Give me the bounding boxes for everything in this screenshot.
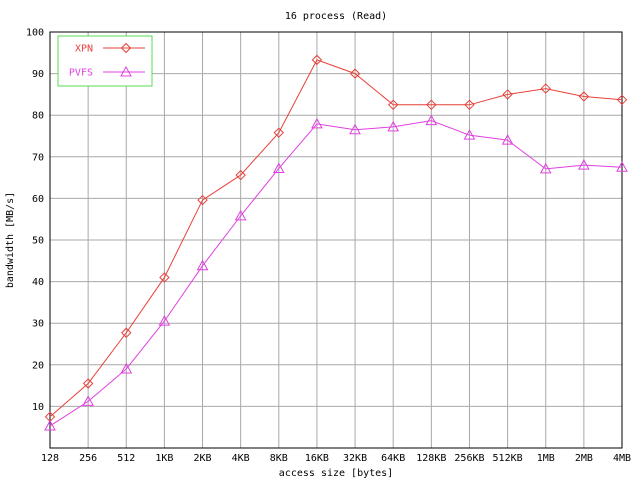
y-tick-label: 50 (32, 236, 44, 247)
y-tick-label: 40 (32, 277, 44, 288)
grid-lines (49, 31, 623, 448)
x-tick-label: 4MB (613, 453, 631, 464)
data-point-xpn (616, 94, 628, 106)
data-point-xpn (82, 378, 94, 389)
legend-marker-pvfs (120, 65, 132, 77)
data-point-xpn (502, 89, 513, 100)
data-point-pvfs (82, 395, 94, 406)
x-tick-label: 512 (117, 453, 135, 464)
y-tick-label: 20 (32, 360, 44, 371)
data-point-xpn (464, 99, 475, 111)
data-point-xpn (578, 91, 590, 102)
x-tick-label: 64KB (381, 453, 405, 464)
data-point-pvfs (196, 259, 209, 271)
data-point-pvfs (44, 419, 56, 431)
data-point-xpn (121, 327, 132, 338)
series-line-xpn (49, 59, 623, 418)
data-point-pvfs (425, 114, 438, 126)
data-point-xpn (159, 272, 170, 283)
y-tick-label: 90 (32, 69, 44, 80)
series-layer (44, 54, 628, 431)
y-axis-label: bandwidth [MB/s] (5, 192, 16, 288)
data-point-xpn (311, 54, 323, 66)
x-axis-label: access size [bytes] (279, 468, 393, 479)
data-point-pvfs (616, 161, 628, 172)
x-tick-label: 1MB (537, 453, 555, 464)
data-point-pvfs (387, 120, 400, 132)
data-point-pvfs (349, 123, 361, 135)
x-tick-label: 2MB (575, 453, 593, 464)
data-point-xpn (387, 99, 399, 111)
legend: XPN PVFS (57, 35, 153, 87)
data-point-pvfs (463, 129, 476, 140)
x-tick-label: 128 (41, 453, 59, 464)
x-tick-label: 8KB (270, 453, 288, 464)
y-tick-label: 80 (32, 111, 44, 122)
x-tick-label: 128KB (416, 453, 446, 464)
data-point-pvfs (272, 162, 285, 173)
y-tick-label: 30 (32, 319, 44, 330)
data-point-pvfs (234, 209, 247, 221)
data-point-xpn (273, 127, 285, 138)
data-point-pvfs (311, 117, 323, 129)
legend-label-pvfs: PVFS (69, 68, 93, 79)
data-point-pvfs (501, 134, 514, 145)
data-point-pvfs (539, 162, 552, 174)
legend-label-xpn: XPN (75, 44, 93, 55)
data-point-xpn (426, 99, 437, 111)
x-tick-label: 4KB (232, 453, 250, 464)
x-tick-label: 512KB (493, 453, 523, 464)
series-xpn (44, 54, 628, 423)
x-tick-label: 256KB (454, 453, 484, 464)
legend-box (57, 35, 153, 87)
series-pvfs (44, 114, 628, 431)
data-point-pvfs (578, 159, 590, 170)
x-tick-label: 1KB (155, 453, 173, 464)
series-line-pvfs (49, 120, 623, 427)
y-tick-label: 10 (32, 402, 44, 413)
legend-marker-xpn (120, 42, 132, 54)
data-point-pvfs (120, 362, 133, 374)
data-point-xpn (540, 83, 551, 94)
chart-title: 16 process (Read) (285, 11, 387, 22)
y-tick-label: 60 (32, 194, 44, 205)
data-point-pvfs (158, 315, 171, 326)
x-tick-label: 16KB (305, 453, 329, 464)
data-point-xpn (235, 169, 246, 181)
data-point-xpn (197, 194, 208, 206)
y-tick-label: 100 (26, 28, 44, 39)
x-tick-label: 2KB (194, 453, 212, 464)
y-tick-label: 70 (32, 152, 44, 163)
axis-ticks: 128 256 512 1KB 2KB 4KB 8KB 16KB 32KB 64KB 128KB 25… (26, 28, 631, 465)
x-tick-label: 256 (79, 453, 97, 464)
x-tick-label: 32KB (343, 453, 367, 464)
plot-frame (49, 31, 623, 449)
data-point-xpn (349, 68, 361, 79)
